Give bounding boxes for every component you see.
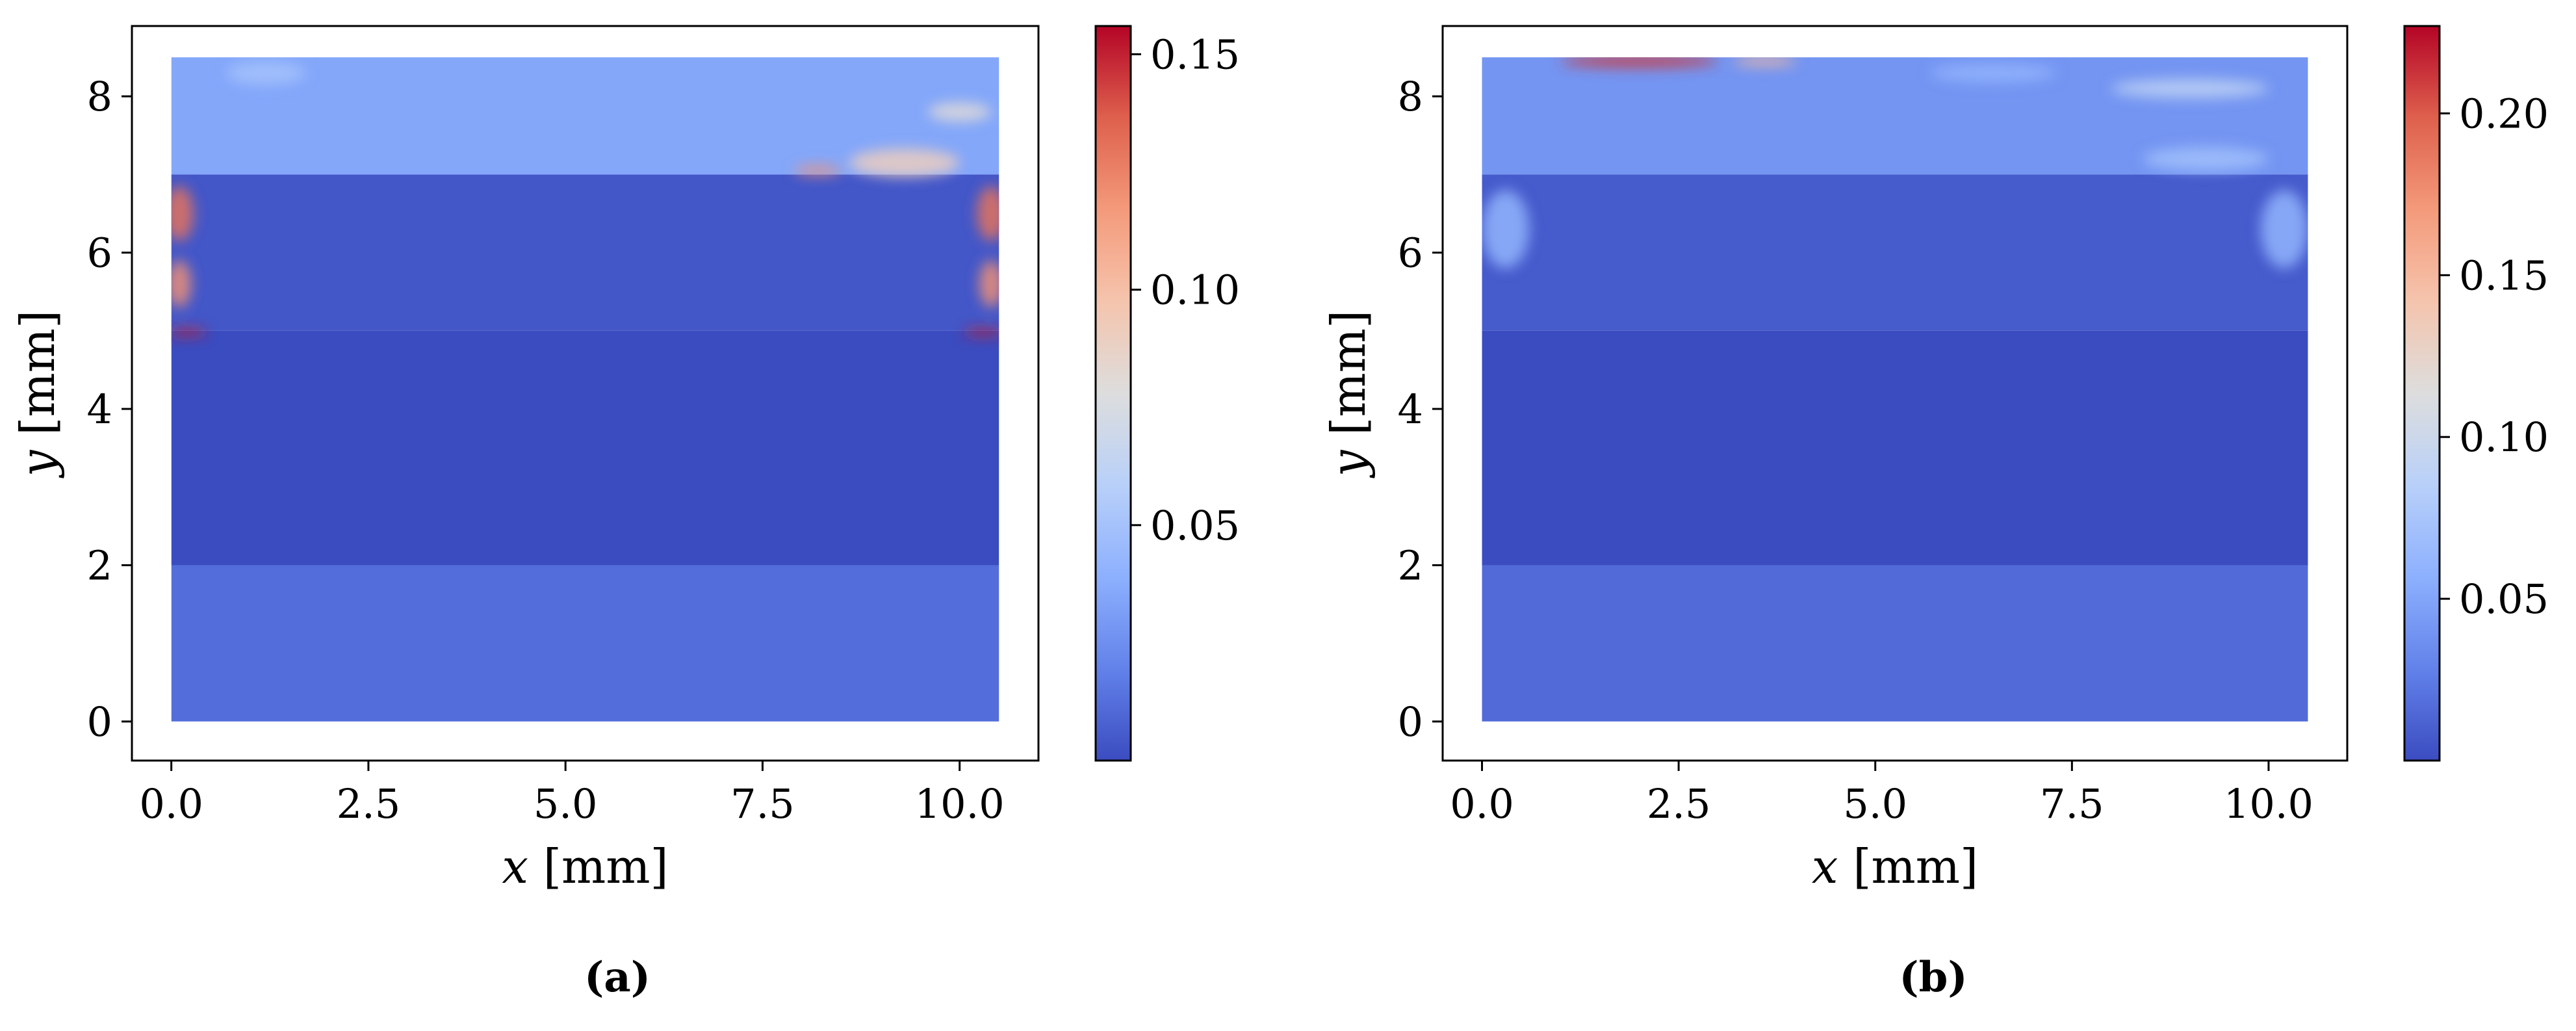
- heatmap-hotspot-4: [1482, 190, 1530, 268]
- heatmap-hotspot-3: [979, 260, 999, 307]
- heatmap-field: [171, 57, 999, 722]
- heatmap-hotspot-0: [171, 186, 194, 241]
- y-axis-label: y [mm]: [1321, 310, 1376, 478]
- y-tick-label: 0: [87, 698, 112, 746]
- heatmap-hotspot-6: [1930, 63, 2057, 83]
- heatmap-field: [1482, 57, 2308, 722]
- y-tick-label: 4: [87, 385, 112, 433]
- x-tick-label: 7.5: [730, 780, 795, 828]
- y-tick-label: 8: [1398, 73, 1423, 120]
- heatmap-hotspot-9: [226, 61, 305, 85]
- y-tick-label: 2: [1398, 542, 1423, 589]
- colorbar-tick-label: 0.15: [1150, 31, 1240, 78]
- heatmap-hotspot-6: [849, 148, 960, 177]
- x-tick-label: 7.5: [2040, 780, 2104, 828]
- heatmap-hotspot-4: [171, 328, 207, 337]
- heatmap-hotspot-1: [171, 260, 191, 307]
- heatmap-hotspot-5: [2260, 190, 2308, 268]
- heatmap-band-0: [1482, 565, 2308, 722]
- colorbar-tick-label: 0.05: [2459, 575, 2549, 623]
- heatmap-hotspot-2: [2111, 79, 2269, 98]
- axes-frame: [131, 25, 1040, 762]
- heatmap-band-0: [171, 565, 999, 722]
- heatmap-hotspots: [171, 61, 999, 337]
- panel-label: (a): [584, 953, 650, 1002]
- x-tick-label: 2.5: [337, 780, 401, 828]
- heatmap-band-2: [1482, 174, 2308, 331]
- heatmap-hotspot-0: [1560, 57, 1718, 68]
- axes-frame: [1441, 25, 2349, 762]
- x-tick-label: 2.5: [1647, 780, 1711, 828]
- colorbar-tick-label: 0.10: [2459, 413, 2549, 461]
- heatmap-hotspot-1: [1733, 57, 1797, 66]
- y-tick-label: 6: [1398, 229, 1423, 277]
- heatmap-hotspot-5: [963, 328, 999, 337]
- colorbar-tick-label: 0.10: [1150, 267, 1240, 314]
- y-tick-label: 2: [87, 542, 112, 589]
- heatmap-band-2: [171, 174, 999, 331]
- heatmap-hotspot-2: [977, 186, 999, 241]
- heatmap-hotspot-3: [2143, 147, 2269, 171]
- x-tick-label: 5.0: [534, 780, 598, 828]
- colorbar: [1094, 25, 1132, 762]
- panel-label: (b): [1899, 953, 1967, 1002]
- y-tick-label: 8: [87, 73, 112, 120]
- x-tick-label: 10.0: [2224, 780, 2313, 828]
- heatmap-band-1: [1482, 330, 2308, 566]
- y-tick-label: 4: [1398, 385, 1423, 433]
- colorbar-tick-label: 0.15: [2459, 252, 2549, 299]
- x-tick-label: 0.0: [1450, 780, 1514, 828]
- panel-a: 0.0 2.5 5.0 7.5 10.0 0 2 4 6 8 x [mm] y [mm] 0.05 0.1…: [10, 25, 1240, 1002]
- heatmap-band-1: [171, 330, 999, 566]
- colorbar-tick-label: 0.20: [2459, 90, 2549, 137]
- x-axis-label: x [mm]: [502, 839, 668, 894]
- colorbar-tick-label: 0.05: [1150, 502, 1240, 549]
- y-tick-label: 6: [87, 229, 112, 277]
- heatmap-hotspot-8: [928, 102, 992, 122]
- x-tick-label: 0.0: [139, 780, 203, 828]
- x-tick-label: 10.0: [915, 780, 1005, 828]
- panel-b: 0.0 2.5 5.0 7.5 10.0 0 2 4 6 8 x [mm] y [mm] 0.05 0.1…: [1321, 25, 2549, 1002]
- heatmap-hotspot-7: [793, 166, 842, 176]
- x-axis-label: x [mm]: [1812, 839, 1978, 894]
- heatmap-hotspots: [1482, 57, 2308, 268]
- y-tick-label: 0: [1398, 698, 1423, 746]
- y-axis-label: y [mm]: [10, 310, 65, 478]
- x-tick-label: 5.0: [1843, 780, 1907, 828]
- colorbar: [2403, 25, 2441, 762]
